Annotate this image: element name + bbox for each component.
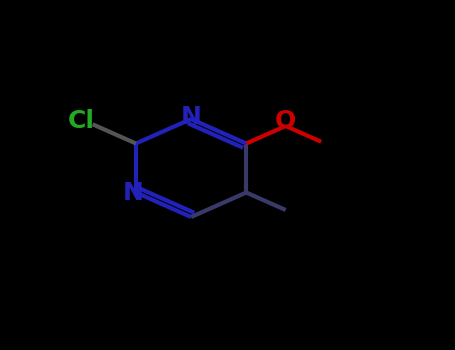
Text: N: N [123,181,144,204]
Text: O: O [275,109,296,133]
Text: N: N [181,105,202,129]
Text: Cl: Cl [68,109,95,133]
